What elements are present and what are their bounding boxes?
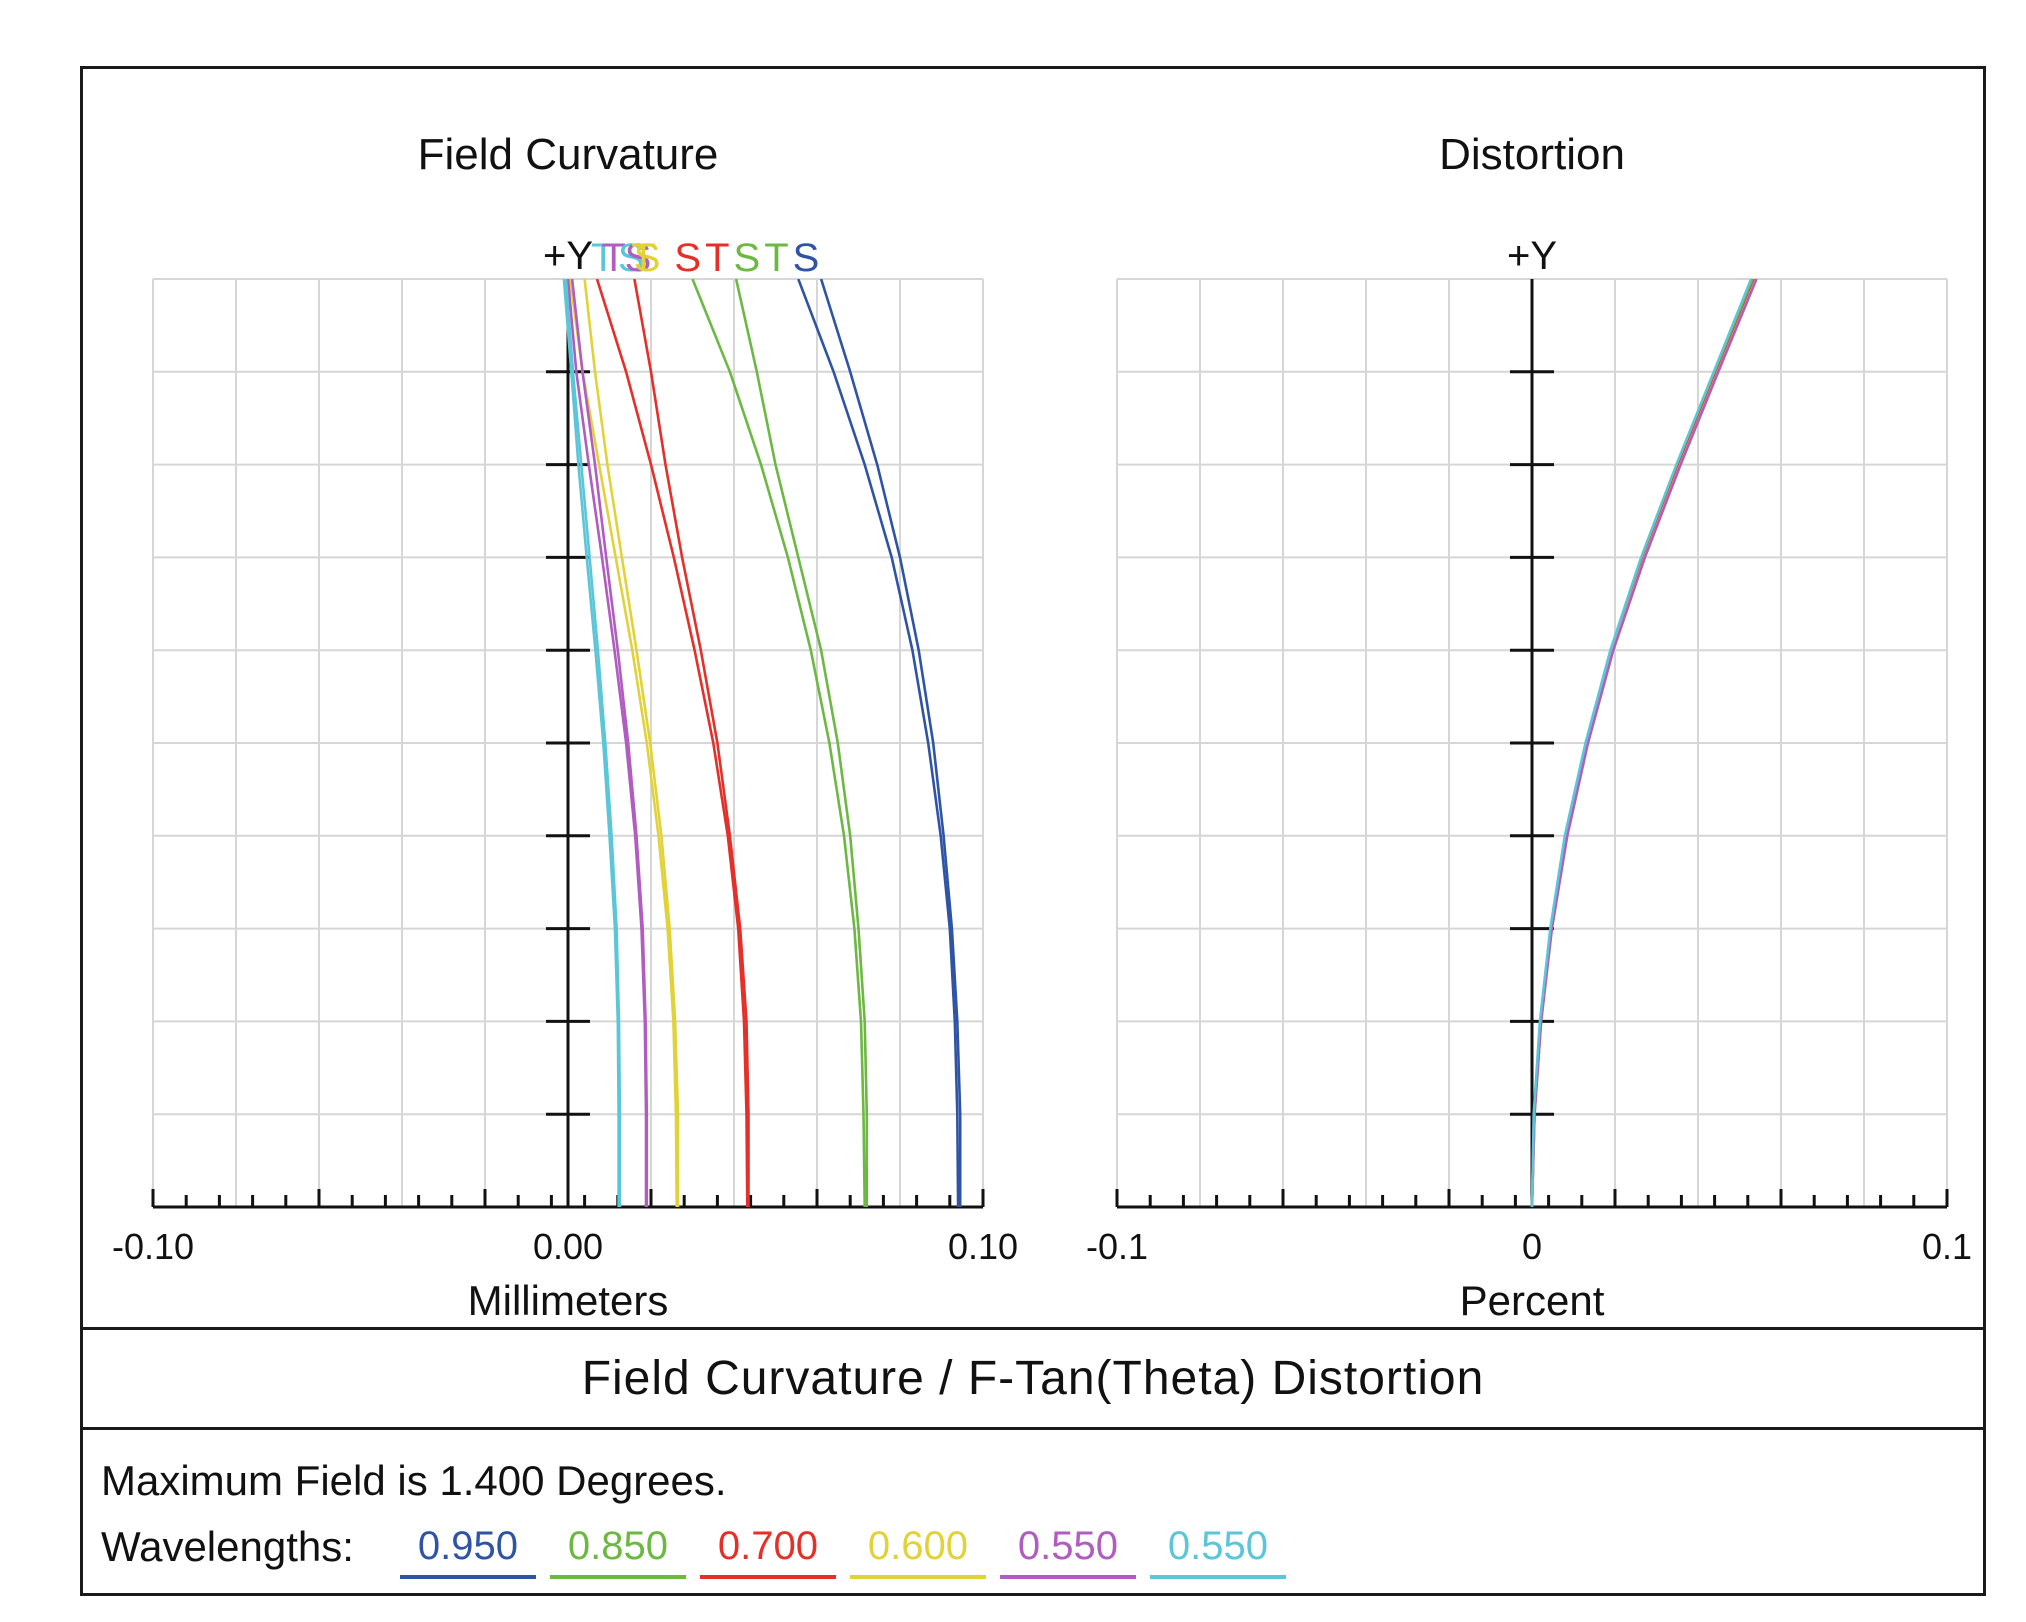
field-panel: +Y Field Curvature -0.10 0.00 0.10 Millimeter…: [112, 130, 1018, 1324]
wavelength-value: 0.950: [417, 1524, 518, 1568]
wavelength-swatch: [399, 1575, 536, 1579]
series-line: [691, 279, 866, 1207]
wavelength-swatch: [1149, 1575, 1286, 1579]
series-line: [1530, 279, 1753, 1207]
wavelength-item: 0.700: [699, 1523, 836, 1579]
st-legend-letter: T: [764, 236, 788, 280]
st-legend-letter: T: [591, 236, 615, 280]
chart-title: Field Curvature: [418, 130, 719, 179]
series-line: [566, 279, 648, 1207]
figure-frame: +Y Field Curvature -0.10 0.00 0.10 Millimeter…: [80, 66, 1986, 1596]
series-line: [819, 279, 962, 1207]
wavelength-swatch: [549, 1575, 686, 1579]
st-legend-letter: T: [631, 236, 655, 280]
series-line: [734, 279, 869, 1207]
st-legend-letter: S: [734, 236, 761, 280]
wavelength-value: 0.600: [867, 1524, 968, 1568]
wavelength-item: 0.600: [849, 1523, 986, 1579]
wavelength-item: 0.550: [999, 1523, 1136, 1579]
wavelength-value: 0.700: [717, 1524, 818, 1568]
y-axis-label: +Y: [1507, 234, 1557, 278]
x-tick-label: -0.1: [1086, 1226, 1148, 1267]
series-line: [562, 279, 620, 1207]
figure-title-text: Field Curvature / F-Tan(Theta) Distortio…: [581, 1352, 1485, 1405]
st-legend-letter: T: [705, 236, 729, 280]
x-tick-label: -0.10: [112, 1226, 194, 1267]
wavelength-swatch: [999, 1575, 1136, 1579]
st-legend-letter: S: [625, 236, 652, 280]
st-legend-letter: S: [674, 236, 701, 280]
dist-panel: +Y Distortion -0.1 0 0.1 Percent: [1086, 130, 1972, 1324]
x-tick-label: 0: [1522, 1226, 1542, 1267]
x-axis-label: Percent: [1460, 1277, 1605, 1324]
series-line: [633, 279, 750, 1207]
st-legend-letter: S: [793, 236, 820, 280]
st-legend-letter: T: [601, 236, 625, 280]
series-line: [797, 279, 960, 1207]
wavelength-item: 0.950: [399, 1523, 536, 1579]
series-line: [568, 279, 678, 1207]
figure-title: Field Curvature / F-Tan(Theta) Distortio…: [83, 1327, 1983, 1430]
chart-title: Distortion: [1439, 130, 1625, 179]
st-legend-letter: S: [618, 236, 645, 280]
wavelength-swatch: [699, 1575, 836, 1579]
wavelengths-row: Wavelengths: 0.950 0.850 0.700 0.600 0.5…: [101, 1523, 1300, 1579]
st-legend: TTSSTS S T S T S: [591, 236, 819, 280]
wavelength-value: 0.850: [567, 1524, 668, 1568]
st-legend-letter: S: [634, 236, 661, 280]
series-line: [583, 279, 680, 1207]
series-group: [1530, 279, 1758, 1207]
wavelength-value: 0.550: [1167, 1524, 1268, 1568]
y-axis-label: +Y: [543, 234, 593, 278]
wavelength-item: 0.850: [549, 1523, 686, 1579]
x-tick-label: 0.1: [1922, 1226, 1972, 1267]
series-line: [595, 279, 749, 1207]
wavelength-swatch: [849, 1575, 986, 1579]
x-tick-label: 0.00: [533, 1226, 603, 1267]
x-axis-label: Millimeters: [468, 1277, 669, 1324]
series-group: [562, 279, 962, 1207]
wavelength-value: 0.550: [1017, 1524, 1118, 1568]
wavelength-item: 0.550: [1149, 1523, 1286, 1579]
x-tick-label: 0.10: [948, 1226, 1018, 1267]
wavelengths-label: Wavelengths:: [101, 1523, 354, 1570]
max-field-text: Maximum Field is 1.400 Degrees.: [101, 1457, 727, 1504]
